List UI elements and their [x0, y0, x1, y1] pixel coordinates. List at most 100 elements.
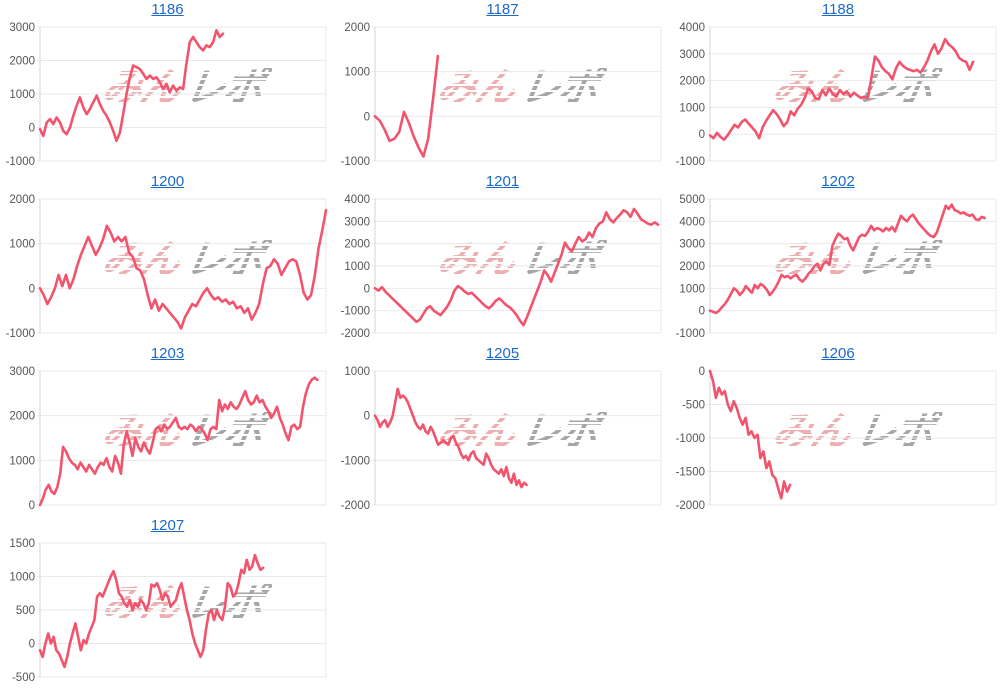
y-tick-label: 2000	[344, 239, 370, 251]
y-tick-label: -1000	[676, 156, 705, 168]
y-tick-label: 0	[29, 500, 35, 512]
chart-title-link[interactable]: 1187	[486, 1, 519, 18]
chart-cell: 1201 みんレポ 4000 3000 2000 1000 0 -1000 -2000	[335, 172, 670, 344]
line-chart: 2000 1000 0 -1000	[341, 22, 662, 168]
chart-plot-area: みんレポ 1000 0 -1000 -2000	[335, 366, 670, 516]
chart-cell: 1188 みんレポ 4000 3000 2000 1000 0 -1000	[670, 0, 1006, 172]
chart-title-link[interactable]: 1201	[485, 173, 520, 190]
y-tick-label: 1500	[9, 538, 35, 550]
chart-title-link[interactable]: 1188	[821, 1, 855, 18]
line-chart: 4000 3000 2000 1000 0 -1000	[676, 22, 997, 168]
line-chart: 1500 1000 500 0 -500	[9, 538, 327, 684]
y-tick-label: -2000	[341, 500, 370, 512]
line-chart: 4000 3000 2000 1000 0 -1000 -2000	[341, 194, 662, 340]
line-chart: 1000 0 -1000 -2000	[341, 366, 662, 512]
data-series-line	[38, 553, 265, 669]
data-series-line	[708, 369, 792, 500]
y-tick-label: -1000	[6, 156, 35, 168]
line-chart: 3000 2000 1000 0 -1000	[6, 22, 327, 168]
chart-plot-area: みんレポ 3000 2000 1000 0 -1000	[0, 22, 335, 172]
chart-title-row: 1207	[0, 516, 335, 538]
y-tick-label: 1000	[344, 366, 370, 378]
y-tick-label: 1000	[9, 572, 35, 584]
chart-plot-area: みんレポ 2000 1000 0 -1000	[0, 194, 335, 344]
chart-plot-area: みんレポ 3000 2000 1000 0	[0, 366, 335, 516]
line-chart: 2000 1000 0 -1000	[6, 194, 328, 340]
y-tick-label: -1000	[341, 455, 370, 467]
chart-cell: 1186 みんレポ 3000 2000 1000 0 -1000	[0, 0, 335, 172]
y-tick-label: 1000	[344, 261, 370, 273]
y-tick-label: 3000	[679, 49, 705, 61]
y-tick-label: 1000	[679, 102, 705, 114]
y-tick-label: 4000	[344, 194, 370, 206]
chart-title-link[interactable]: 1207	[150, 517, 185, 534]
y-tick-label: 1000	[344, 67, 370, 79]
y-tick-label: -2000	[341, 328, 370, 340]
y-tick-label: 1000	[9, 239, 35, 251]
chart-cell: 1202 みんレポ 5000 4000 3000 2000 1000 0 -1000	[670, 172, 1006, 344]
y-tick-label: 2000	[9, 411, 35, 423]
chart-title-row: 1186	[0, 0, 335, 22]
y-tick-label: 1000	[9, 89, 35, 101]
y-tick-label: 500	[16, 605, 35, 617]
chart-title-row: 1205	[335, 344, 670, 366]
chart-title-link[interactable]: 1205	[485, 345, 520, 362]
chart-cell: 1187 みんレポ 2000 1000 0 -1000	[335, 0, 670, 172]
data-series-line	[708, 203, 986, 315]
y-tick-label: 0	[364, 411, 370, 423]
y-tick-label: 0	[29, 639, 35, 651]
y-tick-label: 4000	[679, 22, 705, 34]
y-tick-label: 0	[29, 123, 35, 135]
chart-cell: 1206 みんレポ 0 -500 -1000 -1500 -2000	[670, 344, 1006, 516]
y-tick-label: 0	[699, 366, 705, 378]
y-tick-label: 4000	[679, 216, 705, 228]
y-tick-label: 0	[29, 283, 35, 295]
y-tick-label: -1000	[6, 328, 35, 340]
chart-title-row: 1188	[670, 0, 1006, 22]
chart-plot-area: みんレポ 5000 4000 3000 2000 1000 0 -1000	[670, 194, 1006, 344]
chart-plot-area: みんレポ 0 -500 -1000 -1500 -2000	[670, 366, 1006, 516]
chart-title-link[interactable]: 1206	[821, 345, 855, 362]
y-tick-label: -1000	[341, 156, 370, 168]
y-tick-label: 2000	[344, 22, 370, 34]
data-series-line	[708, 37, 975, 141]
y-tick-label: 2000	[679, 261, 705, 273]
chart-plot-area: みんレポ 2000 1000 0 -1000	[335, 22, 670, 172]
chart-title-row: 1201	[335, 172, 670, 194]
data-series-line	[38, 29, 225, 143]
y-tick-label: 1000	[679, 283, 705, 295]
chart-cell: 1200 みんレポ 2000 1000 0 -1000	[0, 172, 335, 344]
chart-cell: 1205 みんレポ 1000 0 -1000 -2000	[335, 344, 670, 516]
chart-title-row: 1187	[335, 0, 670, 22]
y-tick-label: 1000	[9, 455, 35, 467]
y-tick-label: 2000	[9, 56, 35, 68]
y-tick-label: 2000	[679, 76, 705, 88]
y-tick-label: -1000	[676, 433, 705, 445]
y-tick-label: 0	[364, 283, 370, 295]
y-tick-label: 3000	[679, 239, 705, 251]
y-tick-label: -1500	[676, 467, 705, 479]
y-tick-label: -500	[12, 672, 35, 684]
chart-title-link[interactable]: 1200	[150, 173, 185, 190]
chart-title-row: 1206	[670, 344, 1006, 366]
y-tick-label: -1000	[676, 328, 705, 340]
data-series-line	[373, 207, 660, 327]
y-tick-label: 0	[699, 306, 705, 318]
chart-cell: 1207 みんレポ 1500 1000 500 0 -500	[0, 516, 335, 691]
chart-title-link[interactable]: 1202	[821, 173, 855, 190]
line-chart: 3000 2000 1000 0	[9, 366, 327, 512]
line-chart: 5000 4000 3000 2000 1000 0 -1000	[676, 194, 997, 340]
chart-title-row: 1200	[0, 172, 335, 194]
data-series-line	[38, 376, 319, 507]
y-tick-label: 3000	[9, 366, 35, 378]
chart-title-row: 1203	[0, 344, 335, 366]
chart-cell: 1203 みんレポ 3000 2000 1000 0	[0, 344, 335, 516]
chart-title-link[interactable]: 1203	[150, 345, 185, 362]
y-tick-label: 3000	[344, 216, 370, 228]
y-tick-label: -1000	[341, 306, 370, 318]
chart-plot-area: みんレポ 1500 1000 500 0 -500	[0, 538, 335, 688]
line-chart: 0 -500 -1000 -1500 -2000	[676, 366, 997, 512]
y-tick-label: -2000	[676, 500, 705, 512]
chart-title-link[interactable]: 1186	[151, 1, 184, 18]
